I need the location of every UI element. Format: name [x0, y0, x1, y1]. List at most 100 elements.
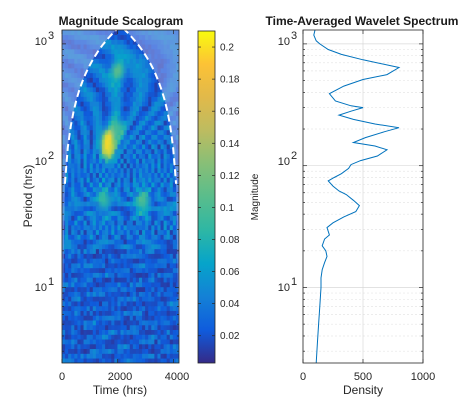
scalogram-cell — [148, 305, 152, 311]
scalogram-cell — [135, 215, 140, 221]
scalogram-cell — [166, 158, 171, 164]
scalogram-cell — [117, 139, 122, 145]
scalogram-cell — [169, 191, 174, 197]
scalogram-cell — [102, 210, 106, 216]
scalogram-cell — [62, 305, 66, 311]
scalogram-ytick-10: 10 — [35, 282, 47, 294]
scalogram-cell — [114, 324, 119, 330]
scalogram-cell — [102, 205, 106, 212]
scalogram-cell — [68, 162, 72, 169]
scalogram-cell — [102, 286, 106, 292]
scalogram-cell — [142, 262, 146, 269]
colorbar-tick-label: 0.02 — [220, 331, 240, 342]
scalogram-cell — [62, 357, 66, 363]
scalogram-cell — [166, 272, 171, 278]
scalogram-cell — [145, 353, 149, 359]
scalogram-cell — [169, 357, 174, 363]
colorbar-tick-label: 0.2 — [220, 43, 234, 54]
scalogram-cell — [83, 305, 88, 311]
scalogram-cell — [135, 158, 140, 164]
scalogram-cell — [154, 124, 159, 131]
scalogram-cell — [105, 58, 109, 64]
scalogram-cell — [126, 267, 131, 273]
scalogram-cell — [123, 253, 128, 259]
scalogram-cell — [111, 120, 115, 126]
scalogram-cell — [166, 124, 171, 131]
scalogram-cell — [132, 153, 137, 159]
scalogram-cell — [157, 210, 162, 216]
scalogram-cell — [142, 243, 146, 250]
scalogram-cell — [68, 300, 72, 307]
scalogram-cell — [169, 215, 174, 221]
scalogram-cell — [86, 258, 91, 264]
scalogram-cell — [83, 129, 88, 135]
scalogram-cell — [80, 267, 85, 273]
scalogram-cell — [108, 63, 112, 69]
scalogram-cell — [169, 162, 174, 169]
scalogram-cell — [83, 162, 88, 169]
scalogram-cell — [68, 191, 72, 197]
scalogram-cell — [95, 77, 100, 83]
scalogram-cell — [157, 243, 162, 250]
scalogram-cell — [83, 300, 88, 307]
scalogram-cell — [108, 277, 112, 283]
scalogram-cell — [95, 334, 100, 340]
scalogram-cell — [117, 91, 122, 97]
scalogram-cell — [65, 286, 69, 292]
scalogram-cell — [62, 329, 66, 335]
scalogram-cell — [86, 67, 91, 74]
scalogram-cell — [98, 124, 103, 131]
scalogram-cell — [117, 353, 122, 359]
scalogram-cell — [172, 310, 177, 316]
scalogram-cell — [129, 343, 134, 350]
scalogram-cell — [132, 243, 137, 250]
scalogram-cell — [160, 329, 165, 335]
scalogram-cell — [86, 262, 91, 269]
scalogram-cell — [95, 91, 100, 97]
scalogram-cell — [120, 234, 125, 240]
scalogram-cell — [65, 348, 69, 354]
scalogram-cell — [132, 338, 137, 345]
scalogram-cell — [114, 53, 119, 59]
scalogram-cell — [154, 82, 159, 88]
scalogram-cell — [145, 167, 149, 174]
scalogram-cell — [83, 82, 88, 88]
scalogram-cell — [132, 43, 137, 50]
scalogram-cell — [102, 272, 106, 278]
scalogram-cell — [68, 239, 72, 245]
scalogram-cell — [98, 229, 103, 235]
scalogram-cell — [105, 219, 109, 226]
scalogram-cell — [154, 315, 159, 321]
scalogram-cell — [163, 296, 168, 302]
scalogram-cell — [108, 110, 112, 116]
scalogram-cell — [114, 96, 119, 102]
scalogram-cell — [114, 82, 119, 88]
scalogram-cell — [151, 310, 155, 316]
scalogram-cell — [148, 267, 152, 273]
scalogram-cell — [157, 262, 162, 269]
scalogram-cell — [132, 324, 137, 330]
scalogram-cell — [132, 329, 137, 335]
scalogram-cell — [92, 286, 97, 292]
scalogram-cell — [98, 172, 103, 178]
scalogram-cell — [129, 334, 134, 340]
scalogram-cell — [135, 258, 140, 264]
scalogram-cell — [157, 200, 162, 207]
scalogram-cell — [77, 96, 82, 102]
scalogram-cell — [77, 172, 82, 178]
scalogram-cell — [111, 58, 115, 64]
scalogram-cell — [86, 219, 91, 226]
scalogram-cell — [172, 229, 177, 235]
scalogram-cell — [68, 334, 72, 340]
scalogram-cell — [111, 101, 115, 107]
scalogram-cell — [135, 96, 140, 102]
scalogram-cell — [74, 258, 78, 264]
scalogram-cell — [74, 215, 78, 221]
scalogram-cell — [71, 134, 75, 140]
scalogram-cell — [145, 234, 149, 240]
scalogram-cell — [169, 262, 174, 269]
scalogram-cell — [65, 357, 69, 363]
scalogram-cell — [77, 353, 82, 359]
scalogram-cell — [142, 353, 146, 359]
scalogram-cell — [132, 343, 137, 350]
